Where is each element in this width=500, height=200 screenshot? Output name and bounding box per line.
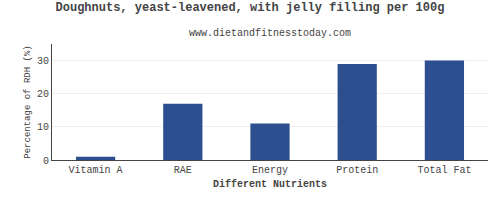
- svg-text:Percentage of RDH (%): Percentage of RDH (%): [23, 45, 33, 158]
- svg-text:Protein: Protein: [336, 165, 378, 176]
- svg-text:www.dietandfitnesstoday.com: www.dietandfitnesstoday.com: [189, 28, 351, 39]
- svg-text:20: 20: [37, 89, 49, 100]
- svg-text:RAE: RAE: [174, 165, 192, 176]
- svg-text:30: 30: [37, 56, 49, 67]
- svg-text:10: 10: [37, 122, 49, 133]
- svg-text:Doughnuts, yeast-leavened, wit: Doughnuts, yeast-leavened, with jelly fi…: [56, 1, 445, 15]
- svg-text:Total Fat: Total Fat: [417, 165, 471, 176]
- svg-text:Energy: Energy: [252, 165, 288, 176]
- svg-text:0: 0: [43, 156, 49, 167]
- svg-text:Vitamin A: Vitamin A: [69, 165, 123, 176]
- svg-text:Different Nutrients: Different Nutrients: [213, 179, 327, 190]
